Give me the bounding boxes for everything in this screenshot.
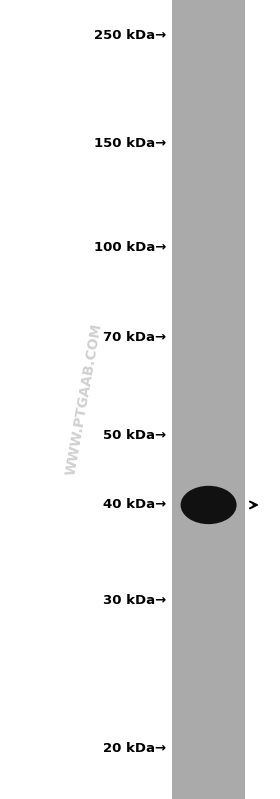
Text: 70 kDa→: 70 kDa→ bbox=[104, 332, 167, 344]
Text: 40 kDa→: 40 kDa→ bbox=[103, 499, 167, 511]
Text: WWW.PTGAAB.COM: WWW.PTGAAB.COM bbox=[64, 322, 104, 477]
Text: 20 kDa→: 20 kDa→ bbox=[104, 742, 167, 755]
Text: 150 kDa→: 150 kDa→ bbox=[94, 137, 167, 150]
Text: 250 kDa→: 250 kDa→ bbox=[94, 30, 167, 42]
Bar bbox=[172, 0, 245, 799]
Text: 100 kDa→: 100 kDa→ bbox=[94, 241, 167, 254]
Text: 50 kDa→: 50 kDa→ bbox=[104, 429, 167, 442]
Ellipse shape bbox=[181, 486, 237, 524]
Text: 30 kDa→: 30 kDa→ bbox=[103, 594, 167, 607]
